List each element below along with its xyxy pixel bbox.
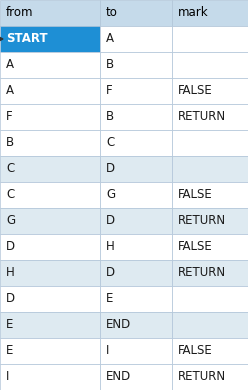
Bar <box>100 234 172 260</box>
Bar <box>172 312 248 338</box>
Bar <box>172 234 248 260</box>
Text: H: H <box>6 266 15 280</box>
Text: G: G <box>106 188 115 202</box>
Text: from: from <box>6 7 33 20</box>
Text: A: A <box>106 32 114 46</box>
Text: I: I <box>6 370 9 383</box>
Text: RETURN: RETURN <box>178 370 226 383</box>
Bar <box>172 286 248 312</box>
Bar <box>172 78 248 104</box>
Text: D: D <box>106 266 115 280</box>
Text: C: C <box>106 136 114 149</box>
Text: B: B <box>6 136 14 149</box>
Text: F: F <box>6 110 13 124</box>
Bar <box>0 0 100 26</box>
Text: FALSE: FALSE <box>178 85 213 98</box>
Bar <box>0 182 100 208</box>
Text: FALSE: FALSE <box>178 188 213 202</box>
Bar <box>172 156 248 182</box>
Text: H: H <box>106 241 115 254</box>
Bar <box>0 260 100 286</box>
Text: I: I <box>106 344 109 358</box>
Bar <box>0 78 100 104</box>
Bar <box>100 156 172 182</box>
Text: mark: mark <box>178 7 209 20</box>
Bar <box>172 104 248 130</box>
Bar <box>172 364 248 390</box>
Bar <box>172 260 248 286</box>
Bar <box>100 286 172 312</box>
Text: to: to <box>106 7 118 20</box>
Bar <box>0 156 100 182</box>
Bar <box>0 104 100 130</box>
Text: RETURN: RETURN <box>178 215 226 227</box>
Bar <box>100 26 172 52</box>
Bar <box>172 26 248 52</box>
Text: E: E <box>106 292 113 305</box>
Text: START: START <box>6 32 48 46</box>
Bar <box>100 338 172 364</box>
Text: FALSE: FALSE <box>178 344 213 358</box>
Bar <box>100 182 172 208</box>
Bar <box>0 26 100 52</box>
Bar <box>172 338 248 364</box>
Bar <box>100 208 172 234</box>
Bar <box>100 364 172 390</box>
Text: C: C <box>6 163 14 176</box>
Text: G: G <box>6 215 15 227</box>
Text: C: C <box>6 188 14 202</box>
Bar <box>100 130 172 156</box>
Bar <box>0 52 100 78</box>
Text: A: A <box>6 58 14 71</box>
Bar <box>172 0 248 26</box>
Text: D: D <box>6 292 15 305</box>
Text: END: END <box>106 370 131 383</box>
Bar <box>100 0 172 26</box>
Bar <box>100 104 172 130</box>
Text: END: END <box>106 319 131 332</box>
Bar <box>0 208 100 234</box>
Text: RETURN: RETURN <box>178 110 226 124</box>
Text: D: D <box>106 163 115 176</box>
Bar <box>0 338 100 364</box>
Bar <box>172 130 248 156</box>
Bar <box>0 234 100 260</box>
Bar <box>0 286 100 312</box>
Text: B: B <box>106 58 114 71</box>
Text: D: D <box>6 241 15 254</box>
Text: B: B <box>106 110 114 124</box>
Bar <box>0 364 100 390</box>
Bar <box>172 52 248 78</box>
Bar <box>100 312 172 338</box>
Bar <box>172 208 248 234</box>
Text: F: F <box>106 85 113 98</box>
Bar <box>0 130 100 156</box>
Polygon shape <box>0 37 3 41</box>
Bar <box>0 312 100 338</box>
Bar <box>172 182 248 208</box>
Text: E: E <box>6 344 13 358</box>
Bar <box>100 260 172 286</box>
Text: D: D <box>106 215 115 227</box>
Bar <box>100 52 172 78</box>
Bar <box>100 78 172 104</box>
Text: E: E <box>6 319 13 332</box>
Text: RETURN: RETURN <box>178 266 226 280</box>
Text: A: A <box>6 85 14 98</box>
Text: FALSE: FALSE <box>178 241 213 254</box>
